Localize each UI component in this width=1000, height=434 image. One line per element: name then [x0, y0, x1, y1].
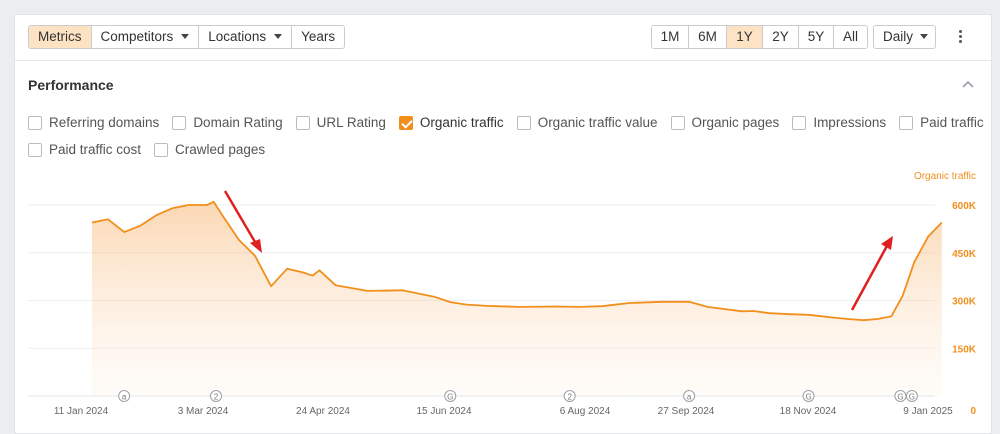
metric-domain-rating[interactable]: Domain Rating — [172, 115, 283, 130]
metric-checkboxes: Referring domains Domain Rating URL Rati… — [28, 109, 984, 163]
metric-label: Organic pages — [691, 115, 780, 130]
tab-locations-label: Locations — [208, 29, 267, 44]
annotation-arrow-down — [223, 190, 262, 253]
performance-panel: Metrics Competitors Locations Years 1M 6… — [14, 14, 992, 434]
event-marker-label: a — [122, 393, 127, 402]
x-tick-label: 11 Jan 2024 — [54, 406, 109, 417]
metric-organic-traffic[interactable]: Organic traffic — [398, 115, 504, 130]
x-tick-label: 18 Nov 2024 — [780, 406, 837, 417]
metric-impressions[interactable]: Impressions — [792, 115, 886, 130]
range-6m-button[interactable]: 6M — [689, 26, 727, 48]
range-selector: 1M 6M 1Y 2Y 5Y All — [651, 25, 868, 49]
metric-label: Domain Rating — [193, 115, 283, 130]
event-marker-label: 2 — [214, 393, 219, 402]
view-tabs: Metrics Competitors Locations Years — [28, 25, 346, 49]
tab-years-label: Years — [301, 29, 336, 44]
annotation-arrow-up — [850, 236, 893, 311]
event-marker-label: G — [909, 393, 915, 402]
interval-label: Daily — [883, 29, 914, 44]
metric-label: Paid traffic cost — [49, 142, 142, 157]
checkbox[interactable] — [899, 115, 914, 130]
metric-paid-traffic[interactable]: Paid traffic — [899, 115, 984, 130]
checkbox[interactable] — [295, 115, 310, 130]
event-marker-label: G — [447, 393, 453, 402]
metric-crawled-pages[interactable]: Crawled pages — [154, 142, 265, 157]
caret-down-icon — [920, 33, 929, 39]
interval-dropdown[interactable]: Daily — [873, 25, 936, 49]
metric-label: Organic traffic — [419, 115, 504, 130]
range-5y-button[interactable]: 5Y — [799, 26, 834, 48]
caret-down-icon — [181, 33, 190, 39]
traffic-line — [91, 200, 943, 322]
y-axis-title: Organic traffic — [914, 171, 976, 182]
metric-paid-traffic-cost[interactable]: Paid traffic cost — [28, 142, 141, 157]
tab-metrics[interactable]: Metrics — [29, 26, 92, 48]
tab-years[interactable]: Years — [292, 26, 345, 48]
range-1y-button[interactable]: 1Y — [727, 26, 763, 48]
metric-label: Referring domains — [49, 115, 160, 130]
metric-label: Impressions — [813, 115, 887, 130]
y-tick-label: 450K — [952, 249, 977, 260]
x-tick-label: 27 Sep 2024 — [658, 406, 715, 417]
checkbox[interactable] — [154, 142, 169, 157]
range-all-button[interactable]: All — [834, 26, 867, 48]
range-2y-button[interactable]: 2Y — [763, 26, 799, 48]
kebab-menu-icon[interactable] — [955, 28, 965, 46]
checkbox[interactable] — [792, 115, 807, 130]
x-tick-label: 15 Jun 2024 — [416, 406, 471, 417]
checkbox[interactable] — [28, 142, 42, 157]
metric-organic-traffic-value[interactable]: Organic traffic value — [516, 115, 658, 130]
section-title: Performance — [28, 77, 114, 93]
y-tick-label: 0 — [970, 406, 976, 417]
checkbox[interactable] — [28, 115, 42, 130]
checkbox[interactable] — [172, 115, 187, 130]
event-marker-icon[interactable]: a — [683, 390, 696, 402]
event-marker-icon[interactable]: G — [894, 390, 907, 402]
caret-down-icon — [274, 33, 283, 39]
event-marker-icon[interactable]: G — [905, 390, 918, 402]
metric-label: Organic traffic value — [537, 115, 658, 130]
range-1m-button[interactable]: 1M — [652, 26, 689, 48]
checkbox[interactable] — [516, 115, 531, 130]
tab-metrics-label: Metrics — [38, 29, 82, 44]
tab-locations[interactable]: Locations — [199, 26, 293, 48]
tab-competitors-label: Competitors — [100, 29, 174, 44]
metric-referring-domains[interactable]: Referring domains — [28, 115, 159, 130]
tab-competitors[interactable]: Competitors — [91, 26, 200, 48]
traffic-area — [92, 201, 942, 396]
event-marker-label: 2 — [567, 393, 572, 402]
toolbar: Metrics Competitors Locations Years 1M 6… — [15, 15, 991, 61]
y-tick-label: 300K — [952, 297, 977, 308]
event-marker-icon[interactable]: 2 — [210, 390, 223, 402]
metric-url-rating[interactable]: URL Rating — [295, 115, 386, 130]
y-tick-label: 150K — [952, 344, 977, 355]
event-marker-icon[interactable]: 2 — [563, 390, 576, 402]
event-marker-label: G — [897, 393, 903, 402]
organic-traffic-chart[interactable]: 600K 450K 300K 150K 0 Organic traffic 11 Jan… — [15, 165, 991, 425]
event-marker-icon[interactable]: G — [444, 390, 457, 402]
chevron-up-icon[interactable] — [961, 79, 975, 89]
checkbox-checked[interactable] — [398, 115, 413, 130]
metric-label: Paid traffic — [920, 115, 984, 130]
checkbox[interactable] — [670, 115, 685, 130]
event-marker-icon[interactable]: G — [802, 390, 815, 402]
event-marker-label: a — [687, 393, 692, 402]
y-tick-label: 600K — [952, 201, 977, 212]
metric-label: URL Rating — [316, 115, 386, 130]
metric-organic-pages[interactable]: Organic pages — [670, 115, 780, 130]
x-tick-label: 24 Apr 2024 — [296, 406, 350, 417]
metric-label: Crawled pages — [175, 142, 266, 157]
event-marker-label: G — [805, 393, 811, 402]
event-marker-icon[interactable]: a — [118, 390, 131, 402]
x-tick-label: 9 Jan 2025 — [903, 406, 953, 417]
x-tick-label: 3 Mar 2024 — [178, 406, 229, 417]
x-tick-label: 6 Aug 2024 — [560, 406, 611, 417]
